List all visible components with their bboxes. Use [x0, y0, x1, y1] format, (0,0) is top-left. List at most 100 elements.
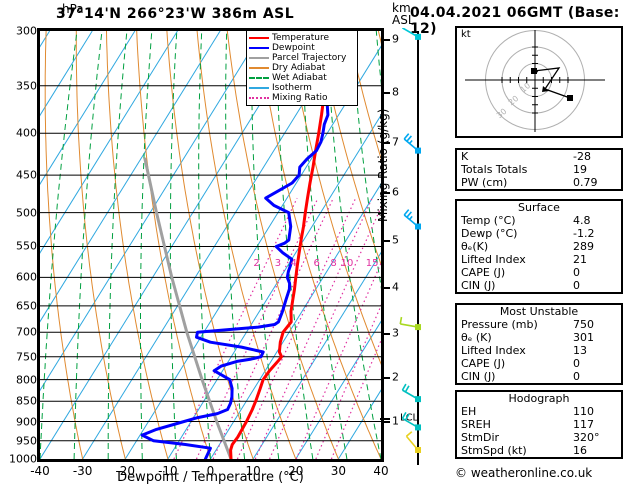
height-tick-label: 7 — [392, 135, 399, 149]
legend-label: Wet Adiabat — [272, 72, 327, 83]
height-tick-mark — [384, 91, 390, 94]
pressure-tick-label: 300 — [16, 24, 37, 38]
panel-title: Surface — [518, 201, 560, 214]
stat-row: CIN (J) 0 — [457, 370, 621, 383]
legend-item: Mixing Ratio — [249, 93, 354, 103]
temperature-tick-label: 0 — [206, 464, 215, 478]
pressure-tick-label: 700 — [16, 325, 37, 339]
pressure-tick-label: 1000 — [9, 452, 37, 466]
stat-row: PW (cm) 0.79 — [457, 176, 621, 189]
height-tick-label: 3 — [392, 326, 399, 340]
legend-label: Isotherm — [272, 82, 312, 93]
temperature-tick-label: 40 — [373, 464, 389, 478]
station-title: 37°14'N 266°23'W 386m ASL — [56, 6, 295, 22]
height-axis: 1 2 3 4 5 6 7 8 9 LCL — [380, 28, 418, 462]
most-unstable-parcel-panel: Most Unstable Pressure (mb) 750 θₑ (K) 301 Li… — [455, 303, 623, 385]
legend-label: Mixing Ratio — [272, 92, 328, 103]
stat-row: Lifted Index 13 — [457, 344, 621, 357]
legend-item: Wet Adiabat — [249, 73, 354, 83]
height-tick-label: 9 — [392, 32, 399, 46]
temperature-tick-label: -40 — [30, 464, 50, 478]
mixing-ratio-value-label: 2 — [253, 258, 260, 269]
stat-key: θₑ(K) — [461, 240, 489, 253]
height-axis-unit-line1: km — [392, 1, 411, 15]
temperature-axis: -40 -30 -20 -10 0 10 20 30 40 — [30, 464, 388, 480]
legend-swatch — [249, 57, 269, 59]
stat-key: CIN (J) — [461, 370, 496, 383]
pressure-tick-label: 750 — [16, 350, 37, 364]
mixing-ratio-axis-title: Mixing Ratio (g/kg) — [376, 108, 390, 222]
stat-key: Pressure (mb) — [461, 318, 538, 331]
pressure-axis: 300 350 400 450 500 550 600 650 700 750 800 850 900 9… — [0, 24, 37, 466]
mixing-ratio-value-label: 3 — [274, 258, 282, 269]
pressure-tick-label: 650 — [16, 299, 37, 313]
hodograph-trace — [533, 67, 571, 99]
pressure-tick-label: 500 — [16, 206, 37, 220]
height-tick-label: 4 — [392, 280, 399, 294]
height-axis-unit-line2: ASL — [392, 13, 415, 27]
stat-row: Pressure (mb) 750 — [457, 318, 621, 331]
surface-parcel-panel: Surface Temp (°C) 4.8 Dewp (°C) -1.2 θₑ(K) 289… — [455, 199, 623, 294]
stat-value: 0 — [573, 370, 580, 383]
hodograph-ring-label: 10 — [519, 81, 533, 94]
stat-value: 21 — [573, 253, 587, 266]
stat-key: EH — [461, 405, 477, 418]
hodograph-ring-label: 20 — [507, 94, 521, 107]
height-tick-mark — [384, 39, 390, 42]
legend-swatch — [249, 47, 269, 49]
height-tick-label: 5 — [392, 233, 399, 247]
legend-item: Parcel Trajectory — [249, 53, 354, 63]
legend-swatch — [249, 67, 269, 69]
legend-item: Dry Adiabat — [249, 63, 354, 73]
legend-label: Dry Adiabat — [272, 62, 326, 73]
pressure-tick-label: 850 — [16, 394, 37, 408]
stat-value: 13 — [573, 344, 587, 357]
mixing-ratio-value-label: 6 — [313, 258, 320, 269]
hodograph-panel: kt 10 20 30 — [455, 26, 623, 138]
temperature-tick-label: 20 — [288, 464, 304, 478]
stat-row: CIN (J) 0 — [457, 279, 621, 292]
wind-barb-column — [399, 28, 421, 465]
stat-key: Temp (°C) — [461, 214, 516, 227]
height-tick-mark — [384, 142, 390, 145]
height-tick-label: 1 — [392, 414, 399, 428]
legend: Temperature Dewpoint Parcel Trajectory Dry … — [246, 30, 358, 106]
height-tick-label: 8 — [392, 85, 399, 99]
legend-item: Temperature — [249, 33, 354, 43]
panel-title: Most Unstable — [499, 305, 579, 318]
stat-value: 0 — [573, 279, 580, 292]
hodograph-ring-label: 30 — [495, 107, 509, 120]
mixing-ratio-value-label: 8 — [330, 258, 337, 269]
stat-value: 4.8 — [573, 214, 591, 227]
stat-key: PW (cm) — [461, 176, 508, 189]
stat-value: 750 — [573, 318, 594, 331]
mixing-ratio-value-label: 10 — [340, 258, 354, 269]
stability-indices-panel: K -28 Totals Totals 19 PW (cm) 0.79 — [455, 148, 623, 191]
stat-row: StmSpd (kt) 16 — [457, 444, 621, 457]
legend-swatch — [249, 77, 269, 79]
stat-row: Lifted Index 21 — [457, 253, 621, 266]
stat-row: StmDir 320° — [457, 431, 621, 444]
stat-value: 301 — [573, 331, 594, 344]
mixing-ratio-value-label: 4 — [290, 258, 297, 269]
stat-row: θₑ (K) 301 — [457, 331, 621, 344]
pressure-tick-label: 900 — [16, 415, 37, 429]
stat-value: 16 — [573, 444, 587, 457]
stat-key: Totals Totals — [461, 163, 528, 176]
stat-row: K -28 — [457, 150, 621, 163]
stat-value: 0 — [573, 357, 580, 370]
height-axis-unit-label: km ASL — [392, 2, 415, 26]
copyright-footer: © weatheronline.co.uk — [455, 466, 593, 480]
legend-swatch — [249, 37, 269, 39]
pressure-tick-label: 400 — [16, 126, 37, 140]
temperature-tick-label: -30 — [72, 464, 93, 478]
height-tick-mark — [384, 239, 390, 242]
panel-title: Hodograph — [508, 392, 570, 405]
pressure-tick-label: 800 — [16, 373, 37, 387]
stat-row: θₑ(K) 289 — [457, 240, 621, 253]
stat-key: StmDir — [461, 431, 500, 444]
pressure-tick-label: 600 — [16, 270, 37, 284]
legend-label: Dewpoint — [272, 42, 315, 53]
height-tick-mark — [384, 420, 390, 423]
